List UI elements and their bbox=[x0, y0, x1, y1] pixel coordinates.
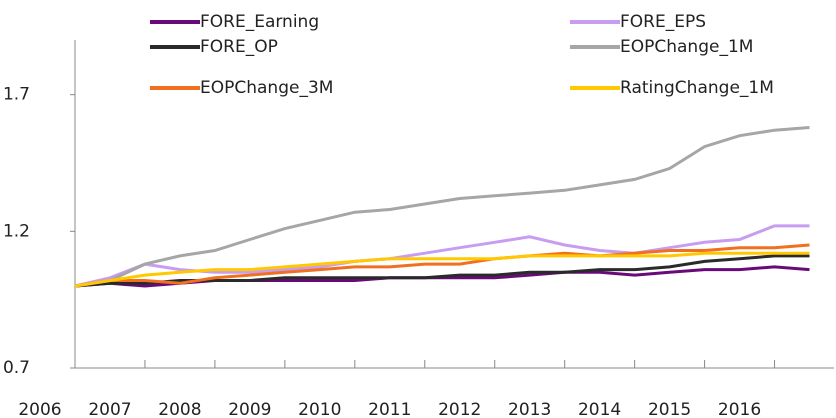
legend-label: FORE_OP bbox=[200, 37, 278, 57]
legend-label: FORE_EPS bbox=[620, 12, 706, 32]
y-tick-label: 1.7 bbox=[3, 85, 30, 105]
x-tick-label: 2012 bbox=[438, 400, 481, 418]
series-line bbox=[74, 251, 810, 288]
x-tick-label: 2008 bbox=[158, 400, 201, 418]
legend-label: EOPChange_1M bbox=[620, 37, 753, 57]
x-tick-label: 2016 bbox=[718, 400, 761, 418]
y-tick-label: 0.7 bbox=[3, 358, 30, 378]
x-tick-label: 2014 bbox=[578, 400, 621, 418]
x-tick-label: 2015 bbox=[648, 400, 691, 418]
series-line bbox=[74, 243, 810, 288]
legend-label: FORE_Earning bbox=[200, 12, 319, 32]
x-tick-label: 2007 bbox=[88, 400, 131, 418]
x-tick-label: 2010 bbox=[298, 400, 341, 418]
series-line bbox=[74, 126, 810, 288]
legend-label: EOPChange_3M bbox=[200, 78, 333, 98]
x-tick-label: 2006 bbox=[18, 400, 61, 418]
x-tick-label: 2011 bbox=[368, 400, 411, 418]
legend-label: RatingChange_1M bbox=[620, 78, 774, 98]
y-tick-label: 1.2 bbox=[3, 221, 30, 241]
x-tick-label: 2009 bbox=[228, 400, 271, 418]
x-tick-label: 2013 bbox=[508, 400, 551, 418]
